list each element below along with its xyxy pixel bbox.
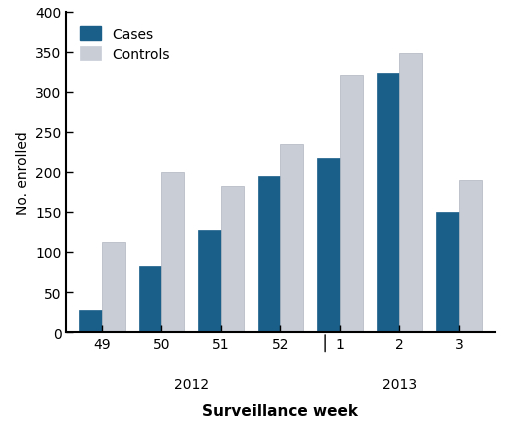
Bar: [220, 187, 243, 332]
Bar: [138, 267, 161, 332]
Bar: [280, 144, 302, 332]
Bar: [376, 74, 399, 332]
Y-axis label: No. enrolled: No. enrolled: [15, 131, 30, 214]
Text: 2013: 2013: [381, 377, 416, 391]
Bar: [161, 173, 184, 332]
Bar: [198, 231, 220, 332]
Bar: [340, 76, 362, 332]
Bar: [399, 54, 421, 332]
Text: Surveillance week: Surveillance week: [202, 403, 358, 417]
Bar: [258, 176, 280, 332]
Legend: Cases, Controls: Cases, Controls: [73, 20, 176, 69]
Text: 2012: 2012: [174, 377, 208, 391]
Bar: [458, 181, 480, 332]
Bar: [79, 310, 102, 332]
Bar: [436, 213, 458, 332]
Bar: [317, 159, 340, 332]
Bar: [102, 243, 124, 332]
